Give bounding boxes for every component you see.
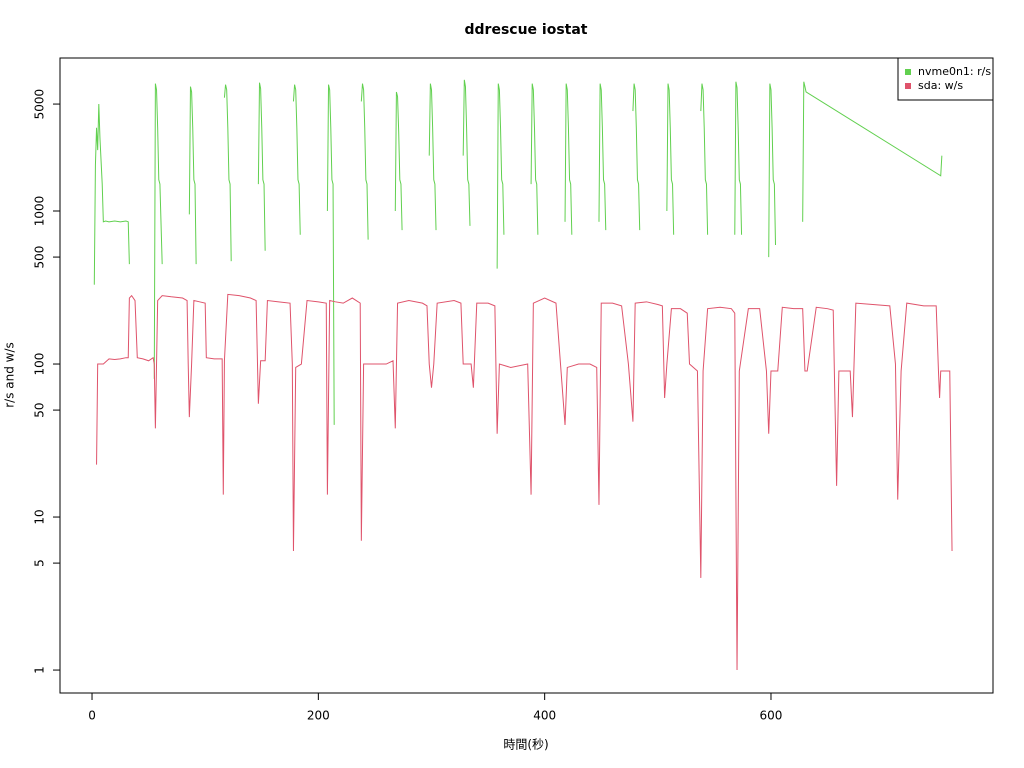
series-line [96, 293, 953, 671]
y-tick-label: 1000 [33, 196, 47, 227]
plot-frame [59, 57, 994, 694]
y-tick-label: 5 [33, 559, 47, 567]
chart-title: ddrescue iostat [465, 22, 588, 38]
y-tick-label: 100 [33, 353, 47, 376]
series-line [93, 79, 943, 425]
x-tick-label: 0 [88, 709, 96, 723]
legend-label: sda: w/s [918, 79, 963, 92]
legend-label: nvme0n1: r/s [918, 65, 991, 78]
y-tick-label: 50 [33, 402, 47, 417]
legend-swatch [905, 83, 911, 89]
y-tick-label: 5000 [33, 89, 47, 120]
y-axis-label: r/s and w/s [3, 342, 17, 408]
x-tick-label: 200 [307, 709, 330, 723]
x-tick-label: 400 [533, 709, 556, 723]
y-tick-label: 10 [33, 509, 47, 524]
legend-swatch [905, 69, 911, 75]
x-axis-label: 時間(秒) [503, 738, 548, 752]
x-tick-label: 600 [760, 709, 783, 723]
y-tick-label: 1 [33, 666, 47, 674]
legend-box [897, 57, 994, 101]
y-tick-label: 500 [33, 246, 47, 269]
